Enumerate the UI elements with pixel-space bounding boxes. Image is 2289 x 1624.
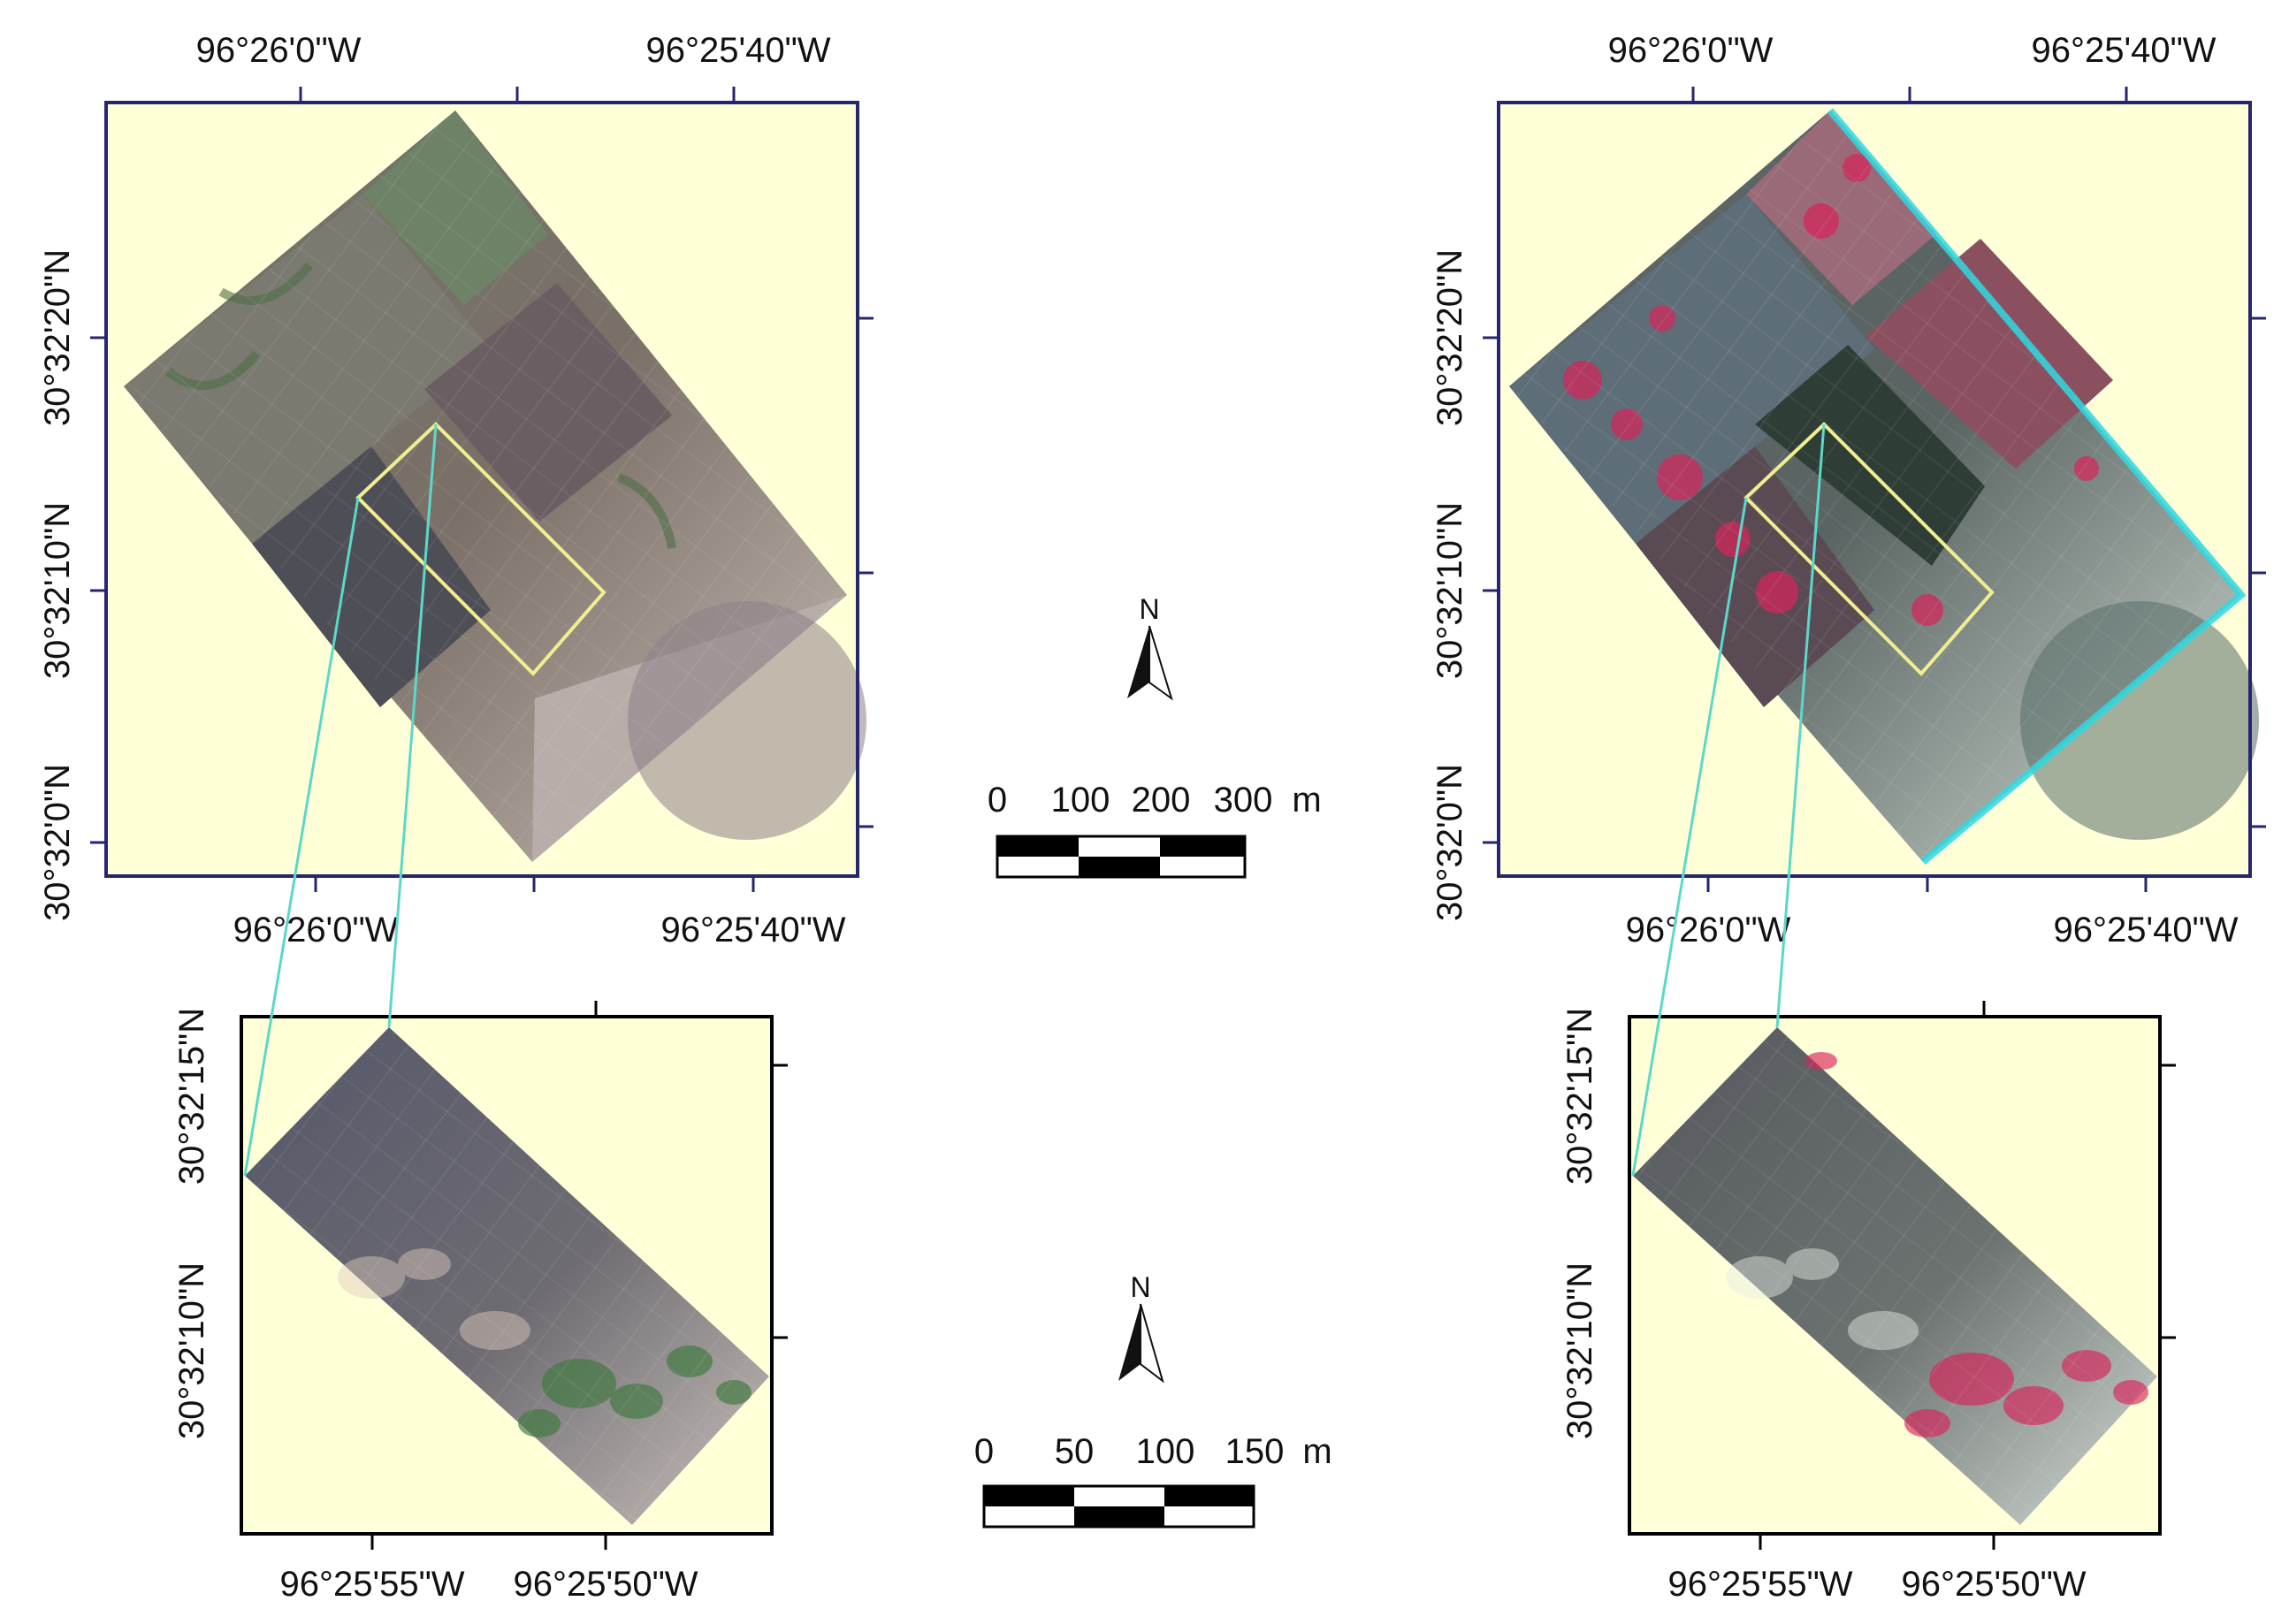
map-top-right-image [1509, 108, 2259, 865]
x-tick-bottom-label: 96°26'0"W [1626, 911, 1791, 949]
y-tick-label: 30°32'20"N [1431, 249, 1469, 426]
scale-bar-label: 0 [988, 781, 1007, 820]
north-arrow-icon [1148, 625, 1173, 701]
y-tick-label: 30°32'10"N [172, 1262, 211, 1439]
x-tick-bottom-label: 96°25'40"W [660, 911, 845, 949]
x-tick-top-label: 96°25'40"W [645, 31, 830, 70]
map-top-left-frame [104, 101, 859, 878]
map-bottom-left-frame [240, 1015, 774, 1536]
scale-bar-label: 200 [1132, 781, 1191, 820]
y-tick-label: 30°32'0"N [1431, 764, 1469, 921]
y-tick-label: 30°32'10"N [1560, 1262, 1599, 1439]
map-bottom-left-image [245, 1027, 769, 1525]
north-arrow-label: N [1139, 593, 1159, 625]
y-tick-label: 30°32'10"N [1431, 502, 1469, 679]
north-arrow-icon [1127, 626, 1149, 698]
scale-bar-bottom: 0 50 100 150 m [974, 1432, 1332, 1529]
x-tick-top-label: 96°26'0"W [196, 31, 362, 70]
map-top-left: 96°26'0"W 96°25'40"W 96°26'0"W 96°25'40"… [38, 31, 874, 949]
north-arrow-label: N [1130, 1271, 1150, 1303]
map-top-right-ticks [1483, 87, 2266, 892]
callout-line [387, 423, 438, 1028]
scale-bar-label: 0 [974, 1432, 994, 1471]
subplot-outline [1743, 422, 1995, 676]
scale-bar-label: 50 [1055, 1432, 1095, 1471]
callout-line [1631, 497, 1748, 1177]
north-arrow-bottom: N [1118, 1271, 1164, 1384]
y-tick-label: 30°32'0"N [38, 764, 77, 921]
y-tick-label: 30°32'15"N [172, 1008, 211, 1185]
map-bottom-left-ticks [370, 1001, 788, 1550]
subplot-outline [355, 422, 607, 676]
map-bottom-right-frame [1628, 1015, 2162, 1536]
x-tick-bottom-label: 96°25'50"W [1901, 1565, 2086, 1604]
map-bottom-right-ticks [1759, 1001, 2176, 1550]
x-tick-top-label: 96°25'40"W [2031, 31, 2216, 70]
north-arrow-icon [1140, 1303, 1164, 1384]
map-bottom-right: 96°25'55"W 96°25'50"W 30°32'15"N 30°32'1… [1560, 1001, 2176, 1604]
scale-bar-label: 150 [1225, 1432, 1285, 1471]
map-bottom-right-image [1633, 1027, 2157, 1525]
map-bottom-left: 96°25'55"W 96°25'50"W 30°32'15"N 30°32'1… [172, 1001, 788, 1604]
map-top-right-frame [1497, 101, 2252, 878]
x-tick-bottom-label: 96°25'55"W [1667, 1565, 1852, 1604]
map-top-left-image [124, 111, 866, 862]
scale-bar-top: 0 100 200 300 m [988, 781, 1322, 879]
x-tick-bottom-label: 96°25'50"W [513, 1565, 698, 1604]
map-top-left-ticks [90, 87, 874, 892]
scale-bar-label: 300 [1214, 781, 1273, 820]
y-tick-label: 30°32'15"N [1560, 1008, 1599, 1185]
scale-bar-label: 100 [1136, 1432, 1195, 1471]
x-tick-top-label: 96°26'0"W [1608, 31, 1774, 70]
y-tick-label: 30°32'10"N [38, 502, 77, 679]
callout-line [243, 497, 360, 1177]
map-top-right: 96°26'0"W 96°25'40"W 96°26'0"W 96°25'40"… [1431, 31, 2266, 949]
scale-bar-unit: m [1302, 1432, 1331, 1471]
scale-bar-label: 100 [1051, 781, 1110, 820]
y-tick-label: 30°32'20"N [38, 249, 77, 426]
north-arrow-icon [1118, 1304, 1141, 1381]
callout-line [1775, 423, 1826, 1028]
north-arrow-top: N [1127, 593, 1173, 701]
x-tick-bottom-label: 96°26'0"W [233, 911, 399, 949]
x-tick-bottom-label: 96°25'40"W [2053, 911, 2238, 949]
scale-bar-unit: m [1292, 781, 1321, 820]
callout-lines [243, 423, 1826, 1177]
x-tick-bottom-label: 96°25'55"W [279, 1565, 464, 1604]
